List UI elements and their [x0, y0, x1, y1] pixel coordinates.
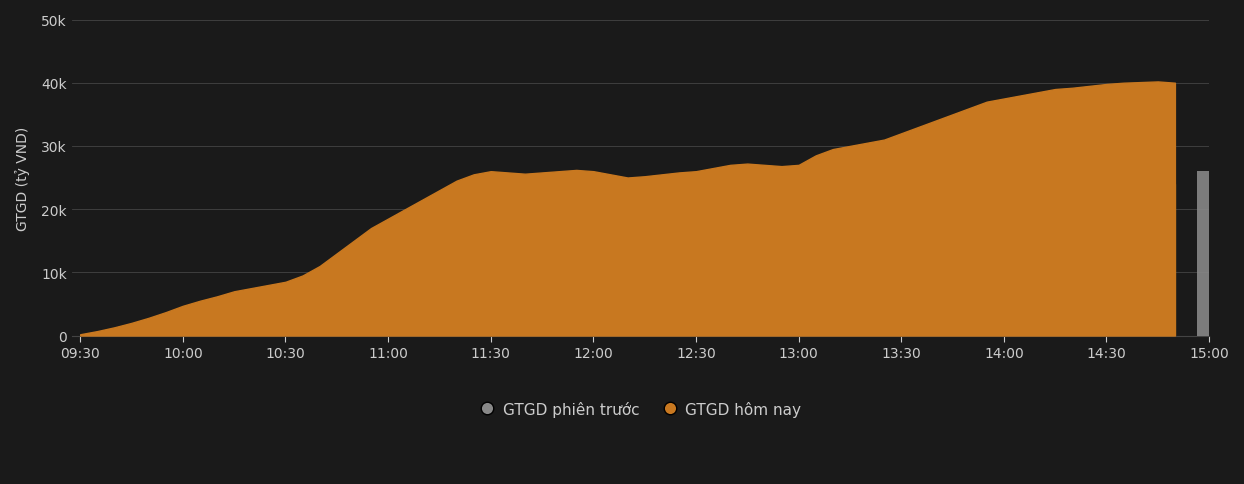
Legend: GTGD phiên trước, GTGD hôm nay: GTGD phiên trước, GTGD hôm nay — [474, 394, 807, 423]
Bar — [1197, 172, 1222, 336]
Y-axis label: GTGD (tỷ VND): GTGD (tỷ VND) — [15, 126, 30, 230]
